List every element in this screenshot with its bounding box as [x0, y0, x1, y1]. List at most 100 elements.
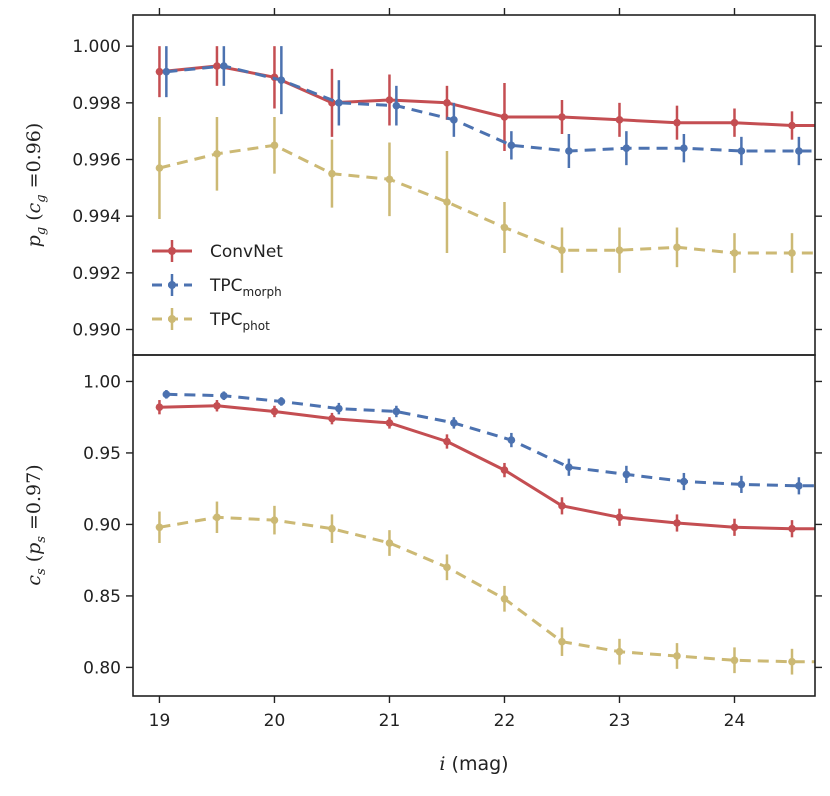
top-point-convnet-6	[500, 113, 509, 121]
bottom-ylabel-open: (	[23, 555, 45, 568]
top-point-tpc-morph-10	[737, 147, 746, 155]
top-point-tpc-phot-3	[328, 169, 336, 178]
top-point-tpc-morph-2	[277, 76, 286, 84]
bottom-point-tpc-morph-6	[507, 436, 516, 444]
bottom-ytick-label-2: 0.90	[83, 515, 121, 535]
top-point-tpc-phot-5	[443, 198, 451, 206]
bottom-series-tpc-phot	[155, 501, 815, 675]
top-ylabel-csub: g	[34, 194, 49, 202]
xtick-label-4: 23	[609, 711, 631, 731]
top-point-tpc-morph-3	[335, 99, 343, 107]
bottom-plot-frame	[132, 354, 816, 697]
bottom-point-tpc-morph-1	[220, 391, 228, 400]
top-point-tpc-morph-6	[507, 141, 516, 150]
legend-marker-tpc-morph	[168, 281, 176, 289]
top-ylabel-open: (	[23, 213, 45, 226]
top-point-tpc-phot-1	[213, 150, 221, 158]
top-ytick-label-1: 0.992	[72, 264, 121, 284]
legend-label-convnet: ConvNet	[210, 242, 283, 262]
legend-entry-tpc-phot: TPCphot	[152, 308, 270, 333]
bottom-point-tpc-morph-9	[680, 477, 688, 486]
top-ytick-label-5: 1.000	[72, 37, 121, 57]
top-ylabel-cvar: c	[23, 202, 45, 213]
bottom-ylabel-cvar: p	[23, 543, 45, 555]
top-point-tpc-phot-2	[270, 141, 279, 150]
bottom-ylabel-csub: s	[34, 536, 49, 543]
top-series-tpc-morph	[162, 46, 815, 168]
top-point-tpc-phot-8	[615, 246, 624, 254]
top-ytick-label-0: 0.990	[72, 321, 121, 341]
top-point-convnet-10	[730, 118, 739, 127]
top-point-tpc-phot-9	[673, 243, 681, 252]
bottom-point-tpc-phot-2	[270, 516, 279, 524]
top-point-tpc-phot-6	[500, 223, 509, 232]
top-point-convnet-7	[558, 113, 566, 121]
top-point-convnet-1	[213, 62, 221, 70]
top-point-tpc-phot-10	[730, 249, 739, 257]
legend-entry-tpc-morph: TPCmorph	[152, 274, 282, 299]
bottom-ylabel-sub: s	[34, 568, 49, 575]
legend: ConvNet TPCmorph TPCphot	[152, 240, 283, 333]
top-point-tpc-morph-5	[450, 116, 458, 124]
bottom-point-convnet-7	[558, 502, 566, 510]
top-ylabel-sub: g	[34, 227, 49, 235]
bottom-point-tpc-morph-7	[565, 463, 573, 472]
bottom-point-convnet-10	[730, 523, 739, 532]
bottom-point-tpc-phot-3	[328, 524, 336, 533]
legend-label-tpc-morph-sub: morph	[243, 285, 282, 299]
bottom-ylabel-main: c	[23, 575, 45, 586]
top-ylabel-main: p	[23, 235, 45, 247]
top-point-convnet-0	[155, 67, 164, 76]
bottom-point-tpc-phot-9	[673, 652, 681, 660]
top-point-tpc-morph-0	[162, 67, 171, 76]
bottom-point-convnet-8	[615, 513, 624, 522]
bottom-series-convnet	[155, 400, 815, 538]
top-point-tpc-phot-0	[155, 164, 164, 172]
top-point-tpc-phot-4	[385, 175, 394, 184]
bottom-ytick-label-4: 1.00	[83, 372, 121, 392]
bottom-point-tpc-morph-0	[162, 390, 171, 399]
top-ylabel-eq: =0.96)	[23, 123, 45, 195]
top-y-ticks: 0.990 0.992 0.994 0.996 0.998 1.000	[72, 37, 822, 341]
bottom-point-tpc-phot-11	[788, 657, 796, 666]
bottom-ytick-label-3: 0.95	[83, 444, 121, 464]
legend-label-tpc-phot: TPCphot	[209, 310, 270, 333]
bottom-point-tpc-morph-3	[335, 404, 343, 413]
bottom-point-tpc-phot-8	[615, 647, 624, 656]
top-ytick-label-2: 0.994	[72, 207, 121, 227]
xtick-label-5: 24	[724, 711, 746, 731]
bottom-point-tpc-morph-11	[795, 482, 803, 490]
legend-marker-tpc-phot	[168, 315, 176, 323]
bottom-point-tpc-morph-2	[277, 397, 286, 406]
bottom-point-tpc-phot-1	[213, 513, 221, 522]
top-point-tpc-phot-11	[788, 249, 796, 257]
top-ytick-label-3: 0.996	[72, 151, 121, 171]
bottom-point-convnet-1	[213, 401, 221, 410]
bottom-y-axis-title: cs (ps =0.97)	[23, 464, 49, 585]
bottom-point-convnet-5	[443, 437, 451, 446]
bottom-point-convnet-2	[270, 407, 279, 416]
bottom-point-tpc-phot-5	[443, 563, 451, 572]
top-point-convnet-9	[673, 118, 681, 127]
xtick-label-1: 20	[264, 711, 286, 731]
legend-label-tpc-phot-sub: phot	[243, 319, 271, 333]
bottom-point-convnet-6	[500, 466, 509, 474]
top-point-tpc-morph-11	[795, 147, 803, 155]
top-point-tpc-morph-7	[565, 147, 573, 155]
bottom-series-group	[155, 390, 815, 675]
bottom-line-convnet	[159, 404, 815, 531]
xlabel-unit: (mag)	[446, 753, 509, 775]
bottom-point-convnet-0	[155, 403, 164, 411]
bottom-point-tpc-phot-10	[730, 656, 739, 665]
bottom-ytick-label-1: 0.85	[83, 587, 121, 607]
legend-label-tpc-morph-main: TPC	[209, 276, 243, 296]
top-point-tpc-morph-1	[220, 62, 228, 70]
top-line-tpc-phot	[159, 143, 815, 255]
bottom-line-tpc-morph	[166, 392, 815, 488]
bottom-point-tpc-morph-5	[450, 419, 458, 427]
bottom-point-convnet-3	[328, 414, 336, 423]
top-series-group	[155, 46, 815, 273]
